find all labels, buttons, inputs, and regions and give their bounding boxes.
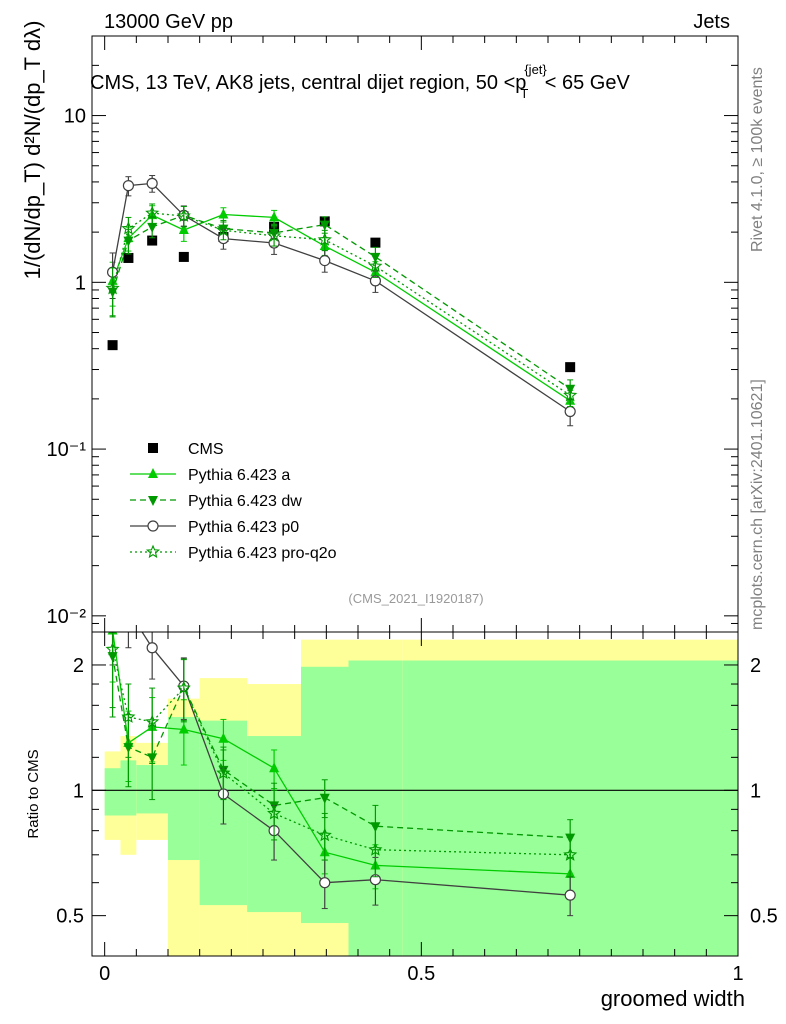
ratio-ytick-label: 0.5	[56, 906, 84, 928]
plot-title-text: CMS, 13 TeV, AK8 jets, central dijet reg…	[90, 72, 515, 94]
data-point-pythia-6-423-pro-q2o	[121, 221, 136, 235]
data-point-pythia-6-423-p0	[146, 177, 158, 189]
data-point-pythia-6-423-pro-q2o	[563, 387, 578, 402]
legend-marker-cms	[148, 443, 158, 453]
main-ytick-label: 1	[75, 272, 86, 294]
x-tick-label: 1	[732, 963, 743, 985]
data-point-pythia-6-423-pro-q2o	[105, 280, 120, 295]
ratio-ytick-label-right: 0.5	[750, 906, 778, 928]
ratio-frame	[91, 631, 739, 957]
data-point-pythia-6-423-p0	[319, 877, 331, 889]
data-point-cms	[370, 237, 381, 248]
data-point-pythia-6-423-dw	[319, 220, 330, 231]
data-point-pythia-6-423-pro-q2o	[145, 205, 160, 220]
svg-text:1/(dN/dp_T) d²N/(dp_T dλ): 1/(dN/dp_T) d²N/(dp_T dλ)	[20, 21, 45, 280]
x-tick-label: 0.5	[407, 963, 435, 985]
side-text-rivet: Rivet 4.1.0, ≥ 100k events	[749, 67, 766, 252]
legend: CMS Pythia 6.423 a Pythia 6.423 dw Pythia 6…	[130, 441, 337, 562]
data-point-cms	[565, 362, 576, 373]
data-point-pythia-6-423-pro-q2o	[216, 765, 231, 780]
data-point-pythia-6-423-pro-q2o	[267, 805, 282, 820]
data-point-pythia-6-423-pro-q2o	[317, 827, 332, 842]
plot-title-sup: {jet}	[524, 62, 547, 77]
legend-marker-pythia-6-423-pro-q2o	[145, 544, 161, 559]
data-point-pythia-6-423-pro-q2o	[121, 709, 136, 723]
data-point-pythia-6-423-p0	[146, 642, 158, 654]
data-point-pythia-6-423-pro-q2o	[176, 208, 191, 222]
ratio-ytick-label: 2	[73, 655, 84, 677]
ratio-ytick-label: 1	[73, 780, 84, 802]
data-point-pythia-6-423-a	[269, 211, 280, 222]
header-energy: 13000 GeV pp	[104, 11, 233, 33]
data-point-pythia-6-423-p0	[123, 606, 133, 616]
legend-marker-pythia-6-423-p0	[147, 520, 159, 532]
legend-marker-pythia-6-423-dw	[148, 496, 158, 506]
data-point-pythia-6-423-pro-q2o	[317, 232, 332, 246]
legend-label-cms: CMS	[188, 441, 224, 458]
data-point-pythia-6-423-pro-q2o	[267, 228, 282, 242]
data-point-pythia-6-423-a	[218, 732, 229, 743]
data-point-pythia-6-423-dw	[147, 222, 158, 233]
data-point-pythia-6-423-dw	[319, 793, 330, 804]
x-tick-label: 0	[99, 963, 110, 985]
green-band	[104, 768, 121, 816]
data-point-pythia-6-423-pro-q2o	[563, 847, 578, 861]
data-point-pythia-6-423-a	[218, 208, 229, 219]
legend-label-pythia-6-423-a: Pythia 6.423 a	[188, 467, 290, 484]
plot-title-pt: p	[515, 72, 526, 94]
axes: 10⁻² 10⁻¹ 1 10 0 0.5 1 0.5 0.5 1 1 2 2	[47, 35, 778, 985]
side-text-mcplots: mcplots.cern.ch [arXiv:2401.10621]	[749, 379, 766, 630]
main-ytick-label: 10⁻²	[47, 606, 87, 628]
data-point-pythia-6-423-p0	[122, 180, 135, 192]
data-point-pythia-6-423-p0	[564, 889, 576, 901]
main-series	[105, 175, 578, 427]
x-axis-label: groomed width	[601, 986, 745, 1011]
green-band	[402, 660, 738, 956]
data-point-pythia-6-423-pro-q2o	[368, 842, 383, 856]
ratio-ytick-label-right: 2	[750, 655, 761, 677]
data-point-cms	[178, 251, 189, 262]
data-point-pythia-6-423-pro-q2o	[368, 258, 383, 273]
data-point-pythia-6-423-pro-q2o	[176, 680, 191, 695]
data-point-cms	[147, 235, 158, 246]
main-ytick-label: 10	[64, 106, 86, 128]
green-band	[120, 760, 137, 816]
plot-title: CMS, 13 TeV, AK8 jets, central dijet reg…	[90, 62, 630, 101]
ratio-ytick-label-right: 1	[750, 780, 761, 802]
header-category: Jets	[693, 11, 730, 33]
analysis-tag: (CMS_2021_I1920187)	[348, 591, 483, 606]
data-point-pythia-6-423-p0	[108, 606, 118, 616]
data-point-pythia-6-423-p0	[319, 254, 331, 267]
main-frame	[91, 35, 739, 633]
data-point-pythia-6-423-a	[269, 762, 280, 773]
data-point-pythia-6-423-a	[178, 723, 189, 734]
data-point-pythia-6-423-a	[178, 223, 189, 234]
plot-title-sub: T	[520, 86, 528, 101]
plot-title-rest: < 65 GeV	[545, 72, 631, 94]
ratio-uncertainty-bands	[104, 639, 738, 956]
main-ylabel: 1/(dN/dp_T) d²N/(dp_T dλ)	[20, 21, 45, 280]
data-point-cms	[123, 252, 134, 263]
legend-marker-pythia-6-423-a	[148, 468, 158, 478]
main-ytick-label: 10⁻¹	[47, 439, 87, 461]
ratio-ylabel: Ratio to CMS	[25, 749, 42, 838]
legend-label-pythia-6-423-pro-q2o: Pythia 6.423 pro-q2o	[188, 545, 337, 562]
series-line-pythia-6-423-a	[111, 213, 571, 402]
series-line-pythia-6-423-dw	[111, 655, 571, 839]
data-point-pythia-6-423-pro-q2o	[145, 714, 160, 728]
series-line-pythia-6-423-pro-q2o	[111, 212, 571, 396]
legend-label-pythia-6-423-dw: Pythia 6.423 dw	[188, 493, 302, 510]
data-point-pythia-6-423-pro-q2o	[216, 222, 231, 237]
data-point-pythia-6-423-p0	[564, 405, 576, 418]
series-line-pythia-6-423-dw	[111, 214, 571, 390]
ratio-series	[105, 606, 578, 917]
legend-label-pythia-6-423-p0: Pythia 6.423 p0	[188, 519, 299, 536]
data-point-cms	[107, 340, 118, 351]
data-point-pythia-6-423-pro-q2o	[105, 641, 120, 656]
